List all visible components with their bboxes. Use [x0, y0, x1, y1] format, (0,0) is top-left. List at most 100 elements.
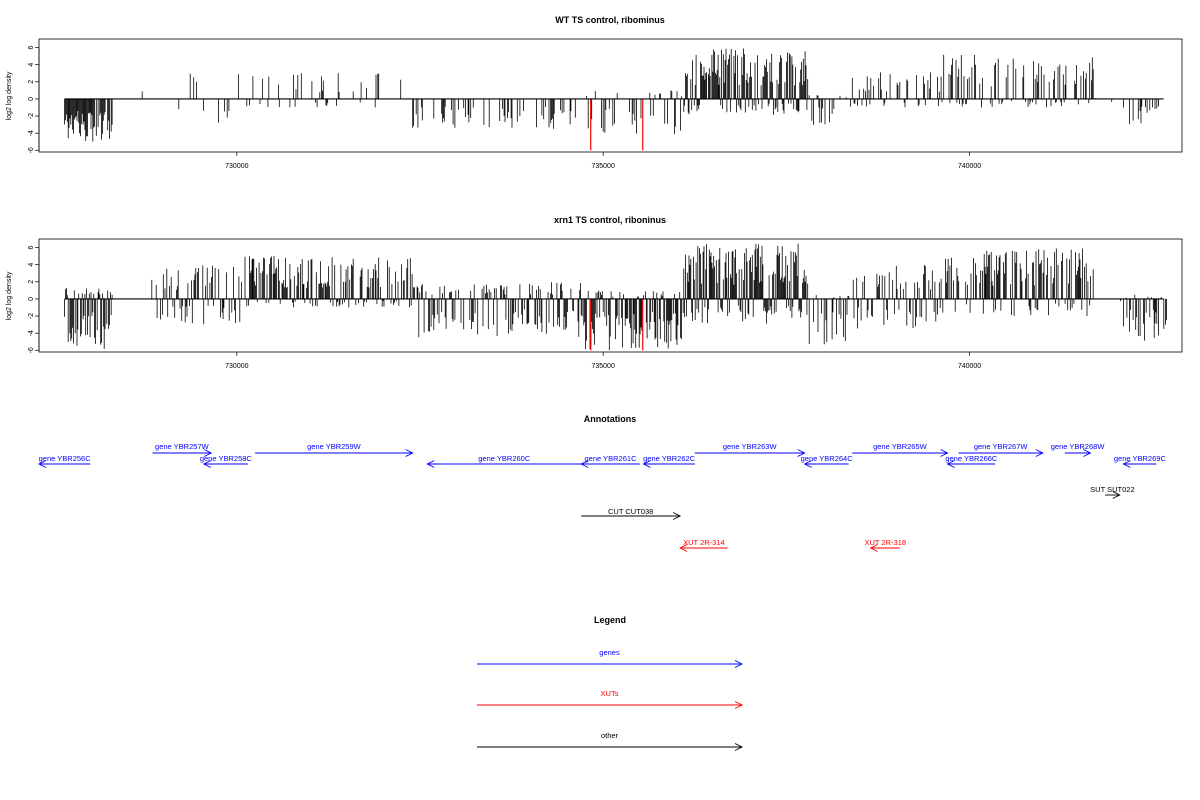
legend-title: Legend [594, 615, 626, 625]
feature-arrow-head [1083, 449, 1092, 457]
legend-item: XUTs [477, 689, 744, 709]
xrn1-highlight-bars [590, 298, 644, 351]
feature-arrow-head [672, 512, 682, 520]
y-tick-label: -6 [28, 147, 35, 153]
y-tick-label: 6 [28, 46, 35, 50]
feature-arrow-head [203, 449, 213, 457]
feature-arrow-head [1112, 491, 1121, 499]
legend-arrow-head [734, 660, 744, 668]
feature-arrow-head [869, 544, 878, 552]
feature-arrow-head [803, 460, 812, 468]
feature-label: gene YBR260C [478, 454, 531, 463]
feature-label: XUT 2R-314 [683, 538, 725, 547]
feature-label: gene YBR267W [974, 442, 1029, 451]
feature-label: gene YBR269C [1114, 454, 1167, 463]
wt-panel-title: WT TS control, ribominus [555, 15, 665, 25]
y-tick-label: 2 [28, 280, 35, 284]
annotation-feature: SUT SUT022 [1090, 485, 1135, 499]
feature-arrow-head [1122, 460, 1131, 468]
annotation-feature: gene YBR261C [580, 454, 640, 468]
annotation-feature: gene YBR256C [37, 454, 92, 468]
feature-label: gene YBR265W [873, 442, 928, 451]
feature-arrow-head [642, 460, 651, 468]
wt-y-axis: 6 4 2 0 -2 -4 -6 [28, 46, 40, 153]
feature-arrow-head [37, 460, 47, 468]
annotation-feature: gene YBR259W [255, 442, 414, 457]
y-tick-label: 0 [28, 297, 35, 301]
wt-x-axis: 730000 735000 740000 [225, 152, 981, 170]
xrn1-density-panel: xrn1 TS control, riboninus log2 log dens… [6, 215, 1183, 370]
annotation-feature: gene YBR260C [426, 454, 582, 468]
x-tick-label: 735000 [591, 163, 614, 170]
legend-panel: Legend genes XUTs other [477, 615, 744, 751]
y-tick-label: 4 [28, 263, 35, 267]
annotation-feature: XUT 2R-314 [679, 538, 728, 552]
feature-arrow-head [405, 449, 414, 457]
y-tick-label: -2 [28, 313, 35, 319]
annotation-feature: XUT 2R-318 [864, 538, 906, 552]
feature-label: gene YBR264C [801, 454, 854, 463]
annotation-feature: gene YBR266C [945, 454, 998, 468]
feature-label: gene YBR258C [200, 454, 253, 463]
annotation-feature: gene YBR269C [1114, 454, 1167, 468]
feature-arrow-head [940, 449, 949, 457]
annotation-feature: gene YBR262C [642, 454, 696, 468]
y-tick-label: -6 [28, 347, 35, 353]
y-tick-label: -2 [28, 113, 35, 119]
legend-arrow-head [734, 743, 744, 751]
legend-item: other [477, 731, 744, 751]
annotation-feature: gene YBR258C [200, 454, 253, 468]
feature-label: gene YBR256C [39, 454, 92, 463]
y-tick-label: -4 [28, 130, 35, 136]
annotation-feature: gene YBR268W [1051, 442, 1106, 457]
xrn1-x-axis: 730000 735000 740000 [225, 352, 981, 370]
xrn1-density-bars [64, 243, 1167, 351]
feature-arrow-head [946, 460, 955, 468]
feature-arrow-head [679, 544, 688, 552]
feature-arrow-head [797, 449, 806, 457]
legend-items: genes XUTs other [477, 648, 744, 751]
feature-label: XUT 2R-318 [864, 538, 906, 547]
wt-y-axis-label: log2 log density [6, 71, 13, 120]
feature-arrow-head [580, 460, 589, 468]
x-tick-label: 730000 [225, 363, 248, 370]
feature-label: SUT SUT022 [1090, 485, 1134, 494]
feature-label: gene YBR262C [643, 454, 696, 463]
feature-label: gene YBR259W [307, 442, 362, 451]
xrn1-panel-title: xrn1 TS control, riboninus [554, 215, 666, 225]
wt-highlight-bars [590, 98, 644, 151]
x-tick-label: 730000 [225, 163, 248, 170]
y-tick-label: -4 [28, 330, 35, 336]
feature-arrow-head [202, 460, 212, 468]
xrn1-y-axis-label: log2 log density [6, 271, 13, 320]
x-tick-label: 735000 [591, 363, 614, 370]
annotations-title: Annotations [584, 414, 637, 424]
annotation-feature: gene YBR264C [801, 454, 854, 468]
legend-label: other [601, 731, 619, 740]
x-tick-label: 740000 [958, 363, 981, 370]
annotation-feature: gene YBR263W [694, 442, 806, 457]
feature-label: gene YBR263W [723, 442, 778, 451]
legend-label: genes [599, 648, 620, 657]
legend-label: XUTs [601, 689, 619, 698]
feature-label: gene YBR257W [155, 442, 210, 451]
feature-arrow-head [1035, 449, 1044, 457]
xrn1-y-axis: 6 4 2 0 -2 -4 -6 [28, 246, 40, 353]
feature-label: gene YBR266C [945, 454, 998, 463]
feature-label: gene YBR261C [585, 454, 638, 463]
x-tick-label: 740000 [958, 163, 981, 170]
annotation-feature: CUT CUT038 [581, 507, 682, 520]
annotation-feature: gene YBR257W [152, 442, 213, 457]
annotation-feature: gene YBR267W [958, 442, 1044, 457]
annotation-feature: gene YBR265W [852, 442, 949, 457]
y-tick-label: 2 [28, 80, 35, 84]
feature-label: gene YBR268W [1051, 442, 1106, 451]
y-tick-label: 6 [28, 246, 35, 250]
annotation-features: gene YBR256C gene YBR257W gene YBR258C gene… [37, 442, 1167, 552]
y-tick-label: 4 [28, 63, 35, 67]
legend-arrow-head [734, 701, 744, 709]
legend-item: genes [477, 648, 744, 668]
wt-density-panel: WT TS control, ribominus log2 log densit… [6, 15, 1183, 170]
y-tick-label: 0 [28, 97, 35, 101]
